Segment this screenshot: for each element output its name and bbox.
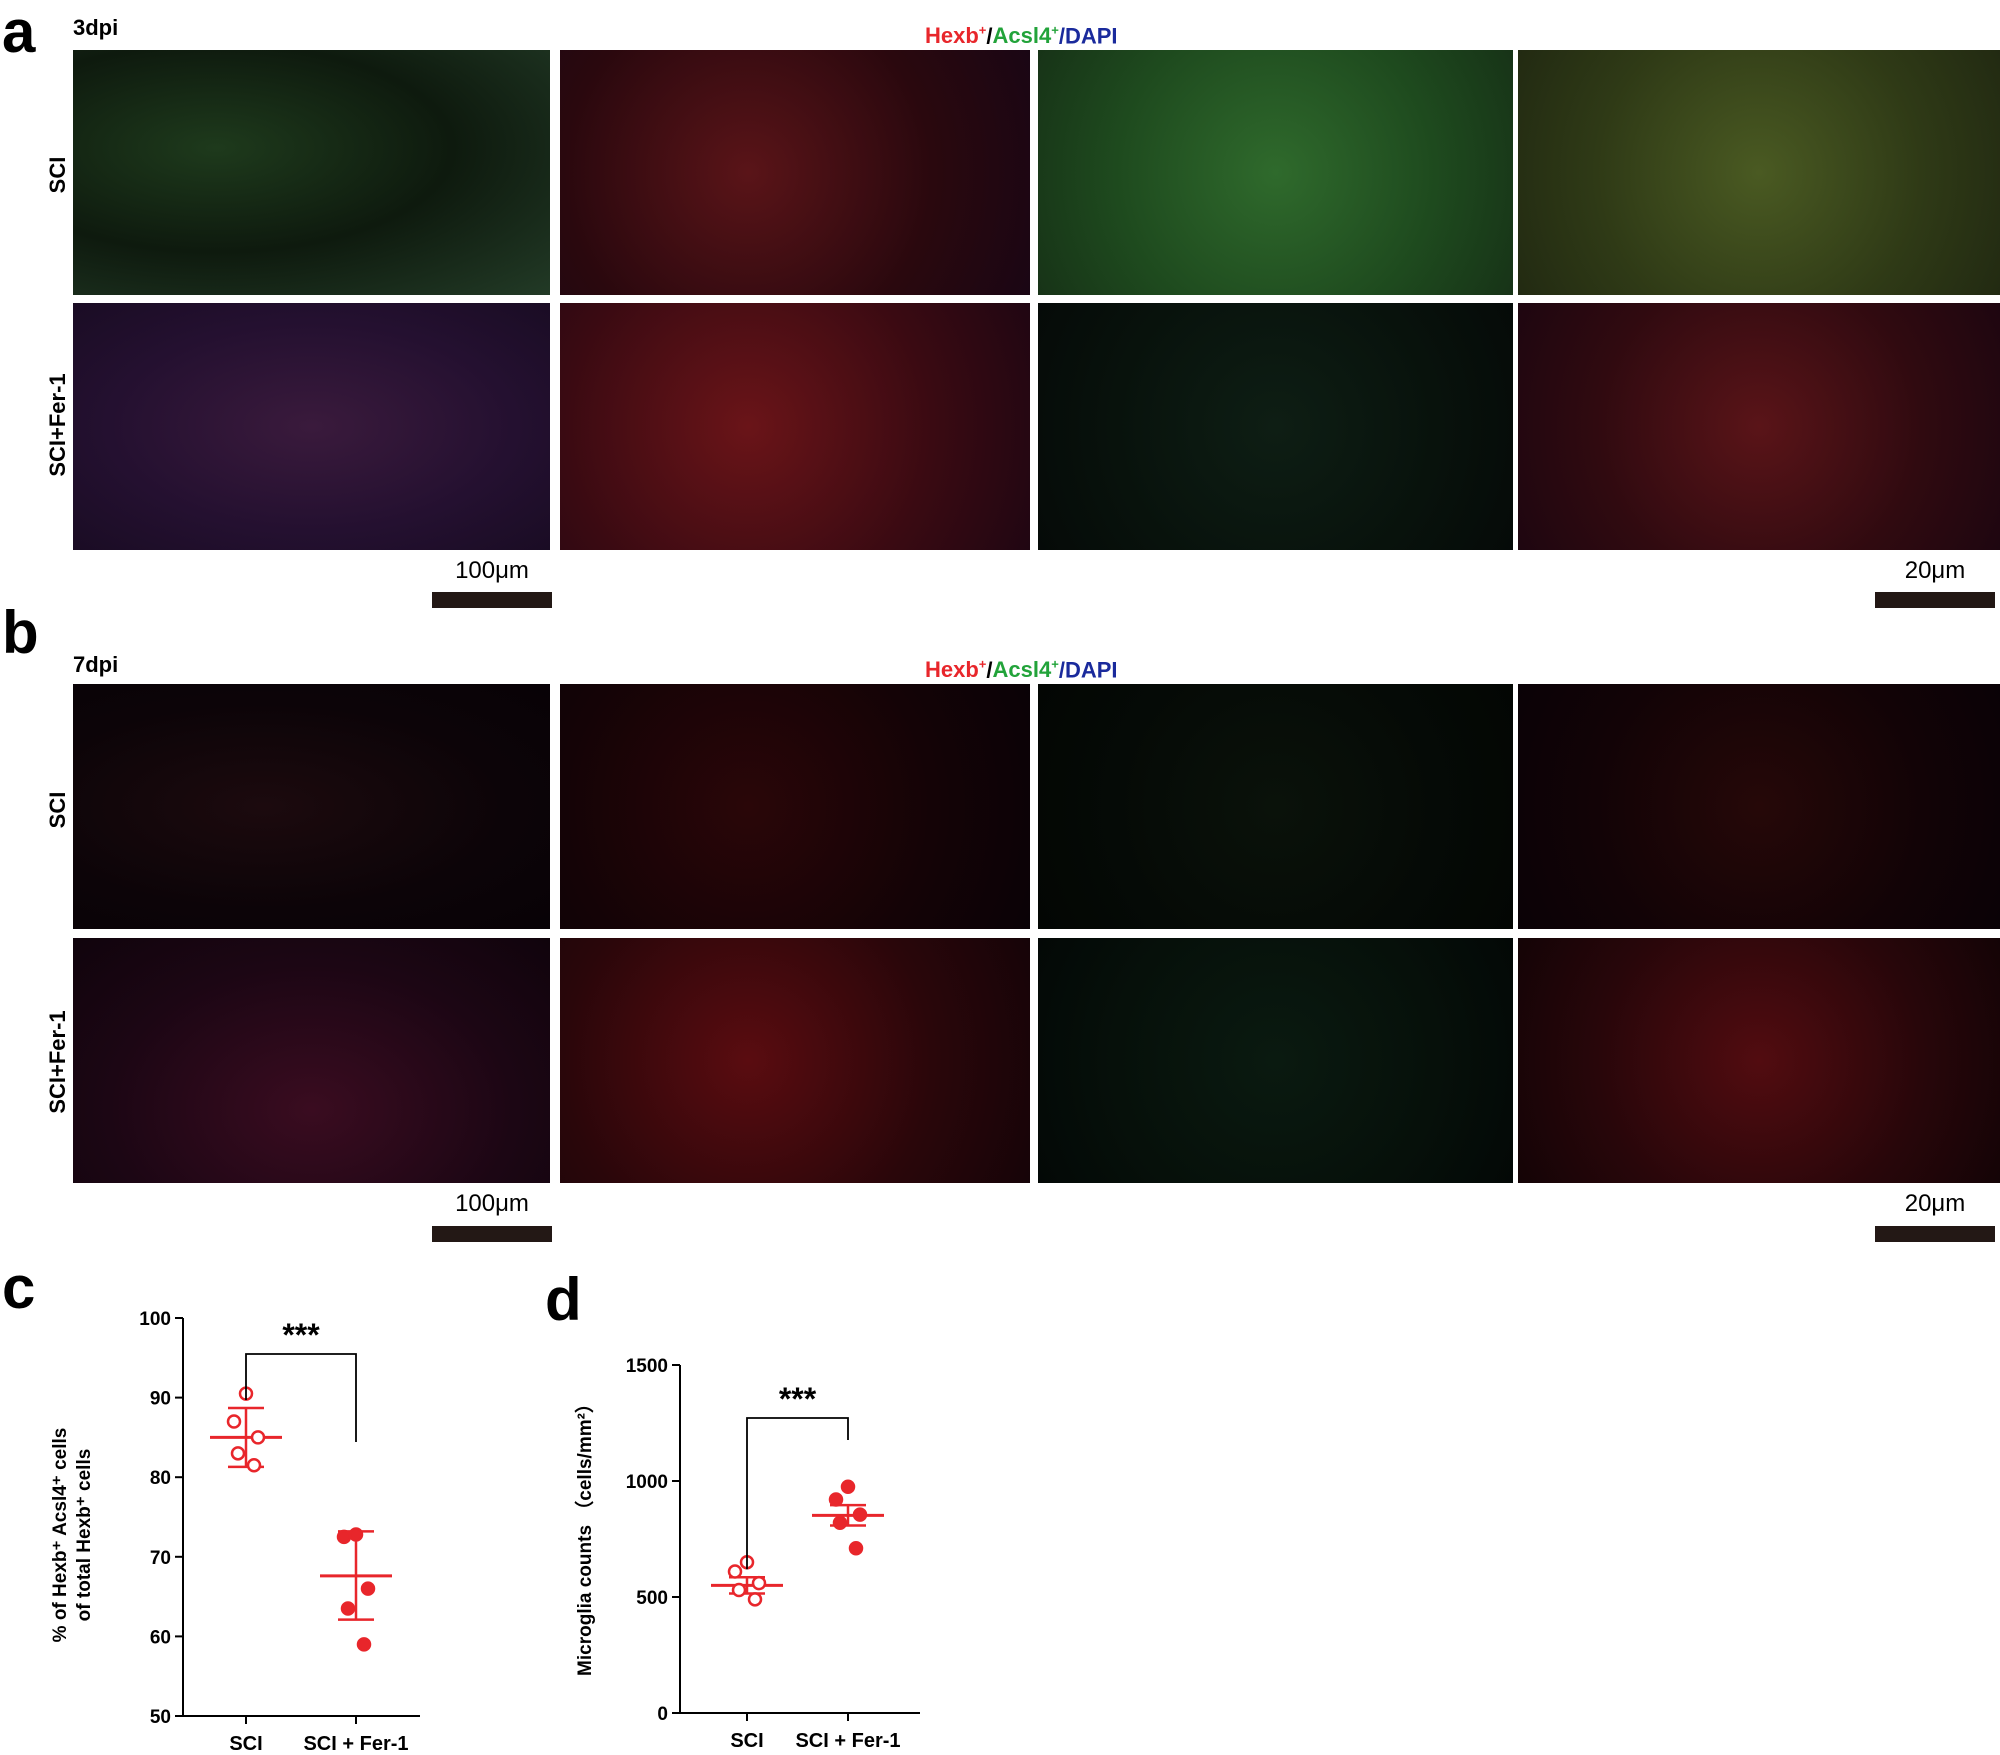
micrograph-a-sci-overview [73,50,550,295]
significance-stars: *** [779,1381,817,1417]
chart-c-significance: *** [245,1317,357,1442]
y-tick-label: 50 [150,1707,171,1728]
micrograph-b-fer1-overview [73,938,550,1183]
stain-sep: / [986,657,993,683]
y-tick-label: 500 [636,1588,668,1609]
chart-d: Microglia counts （cells/mm²） 0 500 1000 150… [573,1356,920,1752]
data-point [840,1479,856,1495]
y-tick-label: 0 [657,1704,668,1725]
micrograph-a-fer1-acsl4 [1038,303,1513,550]
data-point [250,1430,266,1445]
micrograph-a-fer1-hexb [560,303,1030,550]
panel-a-row-label-sci: SCI [45,156,70,194]
x-tick-label: SCI [229,1733,262,1755]
panel-a-timepoint: 3dpi [73,15,119,40]
panel-a-scalebar-left [432,592,552,608]
panel-b-timepoint: 7dpi [73,652,119,677]
micrograph-b-sci-merge [1518,684,2000,929]
data-point [848,1541,864,1556]
chart-d-ticks: 0 500 1000 1500 [626,1356,680,1725]
chart-d-significance: *** [746,1381,849,1570]
x-tick-label: SCI + Fer-1 [795,1730,900,1752]
y-tick-label: 1000 [626,1472,668,1493]
data-point [828,1492,844,1507]
micrograph-b-sci-hexb [560,684,1030,929]
stain-acsl4: Acsl4+ [992,657,1059,683]
x-tick-label: SCI [730,1730,763,1752]
panel-b-row-label-sci: SCI [45,791,70,829]
stain-hexb: Hexb+ [925,657,987,683]
stain-acsl4: Acsl4+ [992,23,1059,49]
panel-a-scalebar-right [1875,592,1995,608]
micrograph-b-sci-acsl4 [1038,684,1513,929]
chart-d-marks [711,1479,884,1607]
y-tick-label: 60 [150,1627,171,1648]
data-point [348,1527,364,1542]
chart-c: % of Hexb⁺ Acsl4⁺ cells of total Hexb⁺ c… [50,1309,420,1755]
panel-b-scalebar-left [432,1226,552,1242]
y-tick-label: 1500 [626,1356,668,1377]
panel-a-row-label-sci-fer1: SCI+Fer-1 [45,373,70,477]
panel-b-row-label-sci-fer1: SCI+Fer-1 [45,1010,70,1114]
panel-b-stain-legend: Hexb+/Acsl4+/DAPI [925,657,1118,683]
chart-c-ylabel-line1: % of Hexb⁺ Acsl4⁺ cells [50,1428,71,1643]
y-tick-label: 80 [150,1468,171,1489]
micrograph-b-sci-overview [73,684,550,929]
data-point [751,1575,767,1591]
data-point [852,1507,868,1522]
data-point [727,1564,743,1579]
panel-a-stain-legend: Hexb+/Acsl4+/DAPI [925,23,1118,49]
data-point [832,1515,848,1531]
x-tick-label: SCI + Fer-1 [303,1733,408,1755]
significance-bracket [746,1417,849,1570]
data-point [230,1446,246,1461]
stain-dapi: /DAPI [1058,23,1118,49]
micrograph-b-fer1-hexb [560,938,1030,1183]
data-point [360,1581,376,1596]
micrograph-a-sci-acsl4 [1038,50,1513,295]
panel-b-scalebar-right [1875,1226,1995,1242]
panel-letter-c: c [2,1254,36,1321]
chart-d-axes [679,1365,920,1714]
micrograph-a-sci-merge [1518,50,2000,295]
y-tick-label: 70 [150,1548,171,1569]
data-point [226,1414,242,1429]
chart-c-marks [210,1386,392,1652]
data-point [336,1529,352,1545]
y-tick-label: 100 [139,1309,171,1330]
data-point [340,1601,356,1616]
panel-a-scalebar-left-label: 100μm [455,557,529,584]
panel-letter-d: d [545,1266,582,1333]
micrograph-b-fer1-merge [1518,938,2000,1183]
data-point [747,1592,763,1607]
chart-c-categories: SCI SCI + Fer-1 [229,1716,409,1755]
panel-b-scalebar-left-label: 100μm [455,1190,529,1217]
data-point [246,1458,262,1473]
chart-d-ylabel: Microglia counts （cells/mm²） [573,1394,596,1676]
panel-letter-a: a [2,0,36,65]
data-point [731,1582,747,1598]
data-point [356,1637,372,1652]
significance-stars: *** [282,1317,320,1353]
chart-c-axes [182,1318,420,1717]
chart-d-categories: SCI SCI + Fer-1 [730,1713,901,1752]
micrograph-a-fer1-overview [73,303,550,550]
micrograph-a-fer1-merge [1518,303,2000,550]
stain-sep: / [986,23,993,49]
chart-c-ticks: 50 60 70 80 90 100 [139,1309,183,1728]
micrograph-b-fer1-acsl4 [1038,938,1513,1183]
panel-b-scalebar-right-label: 20μm [1904,1190,1966,1217]
panel-letter-b: b [2,599,39,666]
panel-a-scalebar-right-label: 20μm [1904,557,1966,584]
micrograph-a-sci-hexb [560,50,1030,295]
stain-dapi: /DAPI [1058,657,1118,683]
y-tick-label: 90 [150,1389,171,1410]
chart-c-ylabel-line2: of total Hexb⁺ cells [74,1449,95,1622]
significance-bracket [245,1353,357,1442]
stain-hexb: Hexb+ [925,23,987,49]
